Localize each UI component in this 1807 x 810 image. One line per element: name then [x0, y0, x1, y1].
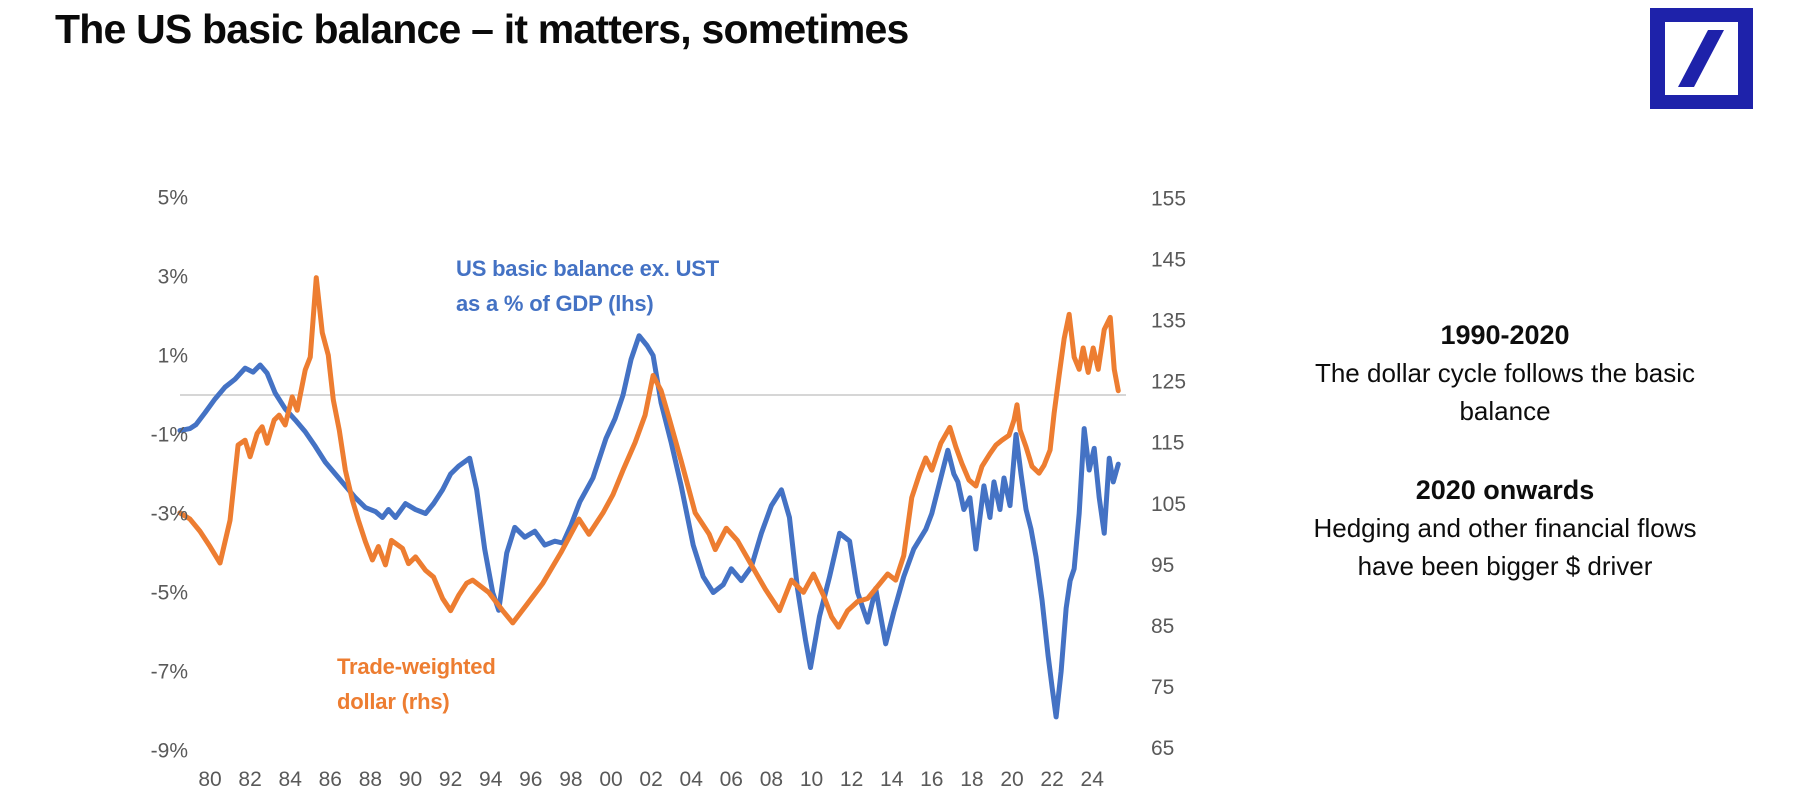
legend-dollar-label: Trade-weighted dollar (rhs) [337, 649, 496, 719]
basic-balance-line [177, 333, 1121, 720]
right-axis-tick-label: 135 [1151, 309, 1186, 332]
annotation-body-2: Hedging and other financial flows have b… [1313, 513, 1697, 581]
left-axis-tick-label: 3% [158, 266, 188, 289]
x-axis-tick-label: 20 [1000, 768, 1023, 791]
x-axis-tick-label: 14 [880, 768, 904, 791]
right-axis-tick-label: 145 [1151, 248, 1186, 271]
annotation-body-1: The dollar cycle follows the basic balan… [1314, 358, 1696, 426]
legend-dollar-line2: dollar (rhs) [337, 689, 450, 714]
left-axis-tick-label: 1% [158, 345, 188, 368]
x-axis-tick-label: 12 [840, 768, 863, 791]
x-axis-tick-label: 10 [800, 768, 823, 791]
x-axis-tick-label: 24 [1081, 768, 1105, 791]
x-axis-tick-label: 18 [960, 768, 983, 791]
x-axis-tick-label: 90 [399, 768, 422, 791]
left-axis-tick-label: 5% [158, 187, 188, 210]
x-axis-tick-label: 92 [439, 768, 462, 791]
x-axis-tick-label: 22 [1040, 768, 1063, 791]
x-axis-tick-label: 04 [680, 768, 704, 791]
x-axis-tick-label: 02 [639, 768, 662, 791]
right-axis-tick-label: 85 [1151, 615, 1174, 638]
x-axis-tick-label: 82 [238, 768, 261, 791]
right-axis-tick-label: 115 [1151, 432, 1184, 455]
annotation-heading-2: 2020 onwards [1415, 475, 1595, 505]
legend-basic-balance-label: US basic balance ex. UST as a % of GDP (… [456, 251, 719, 321]
x-axis-tick-label: 94 [479, 768, 503, 791]
x-axis-tick-label: 06 [720, 768, 743, 791]
side-annotation: 1990-2020 The dollar cycle follows the b… [1285, 316, 1725, 585]
left-axis-tick-label: -1% [151, 424, 188, 447]
left-axis-tick-label: -3% [151, 503, 188, 526]
legend-basic-balance-line1: US basic balance ex. UST [456, 256, 719, 281]
right-axis-tick-label: 95 [1151, 554, 1174, 577]
x-axis-tick-label: 98 [559, 768, 582, 791]
left-axis-tick-label: -9% [151, 740, 188, 763]
x-axis-tick-label: 08 [760, 768, 783, 791]
x-axis-tick-label: 00 [599, 768, 622, 791]
x-axis-tick-label: 86 [319, 768, 342, 791]
x-axis-tick-label: 88 [359, 768, 382, 791]
trade-weighted-dollar-line [177, 275, 1121, 630]
left-axis-tick-label: -7% [151, 661, 188, 684]
right-axis-tick-label: 125 [1151, 371, 1186, 394]
x-axis-tick-label: 84 [279, 768, 303, 791]
annotation-heading-1: 1990-2020 [1440, 320, 1570, 350]
x-axis-tick-label: 16 [920, 768, 943, 791]
right-axis-tick-label: 75 [1151, 676, 1174, 699]
deutsche-bank-logo-icon [1650, 8, 1753, 109]
x-axis-tick-label: 96 [519, 768, 542, 791]
x-axis-tick-label: 80 [198, 768, 221, 791]
right-axis-tick-label: 65 [1151, 737, 1174, 760]
legend-basic-balance-line2: as a % of GDP (lhs) [456, 291, 654, 316]
page-title: The US basic balance – it matters, somet… [55, 6, 909, 52]
legend-dollar-line1: Trade-weighted [337, 654, 496, 679]
right-axis-tick-label: 105 [1151, 493, 1186, 516]
right-axis-tick-label: 155 [1151, 187, 1186, 210]
left-axis-tick-label: -5% [151, 582, 188, 605]
